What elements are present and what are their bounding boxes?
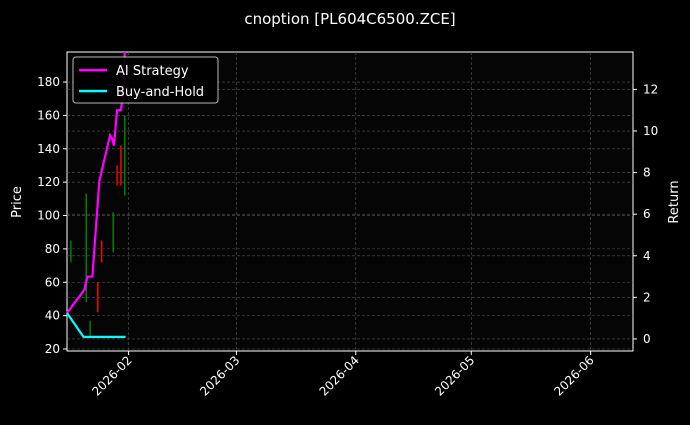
y-tick-label-left: 100 [37,209,60,223]
ai-strategy-line [66,51,126,314]
legend-label-ai: AI Strategy [116,64,189,79]
y-tick-label-right: 10 [643,124,658,138]
y-tick-label-left: 40 [45,309,60,323]
y-axis-label-right: Return [667,180,682,223]
y-tick-label-right: 2 [643,290,651,304]
y-tick-label-left: 60 [45,275,60,289]
chart-title: cnoption [PL604C6500.ZCE] [244,10,455,28]
y-tick-label-left: 80 [45,242,60,256]
y-tick-label-left: 140 [37,142,60,156]
y-tick-label-right: 12 [643,82,658,96]
buy-and-hold-line [66,312,126,338]
y-tick-label-left: 180 [37,75,60,89]
y-tick-label-right: 8 [643,166,651,180]
y-tick-label-right: 6 [643,207,651,221]
y-tick-label-left: 120 [37,175,60,189]
y-tick-label-left: 160 [37,108,60,122]
y-tick-label-left: 20 [45,342,60,356]
y-tick-label-right: 0 [643,332,651,346]
y-axis-label-left: Price [10,186,25,218]
legend: AI Strategy Buy-and-Hold [72,56,219,104]
legend-label-bh: Buy-and-Hold [116,85,204,100]
y-tick-label-right: 4 [643,249,651,263]
